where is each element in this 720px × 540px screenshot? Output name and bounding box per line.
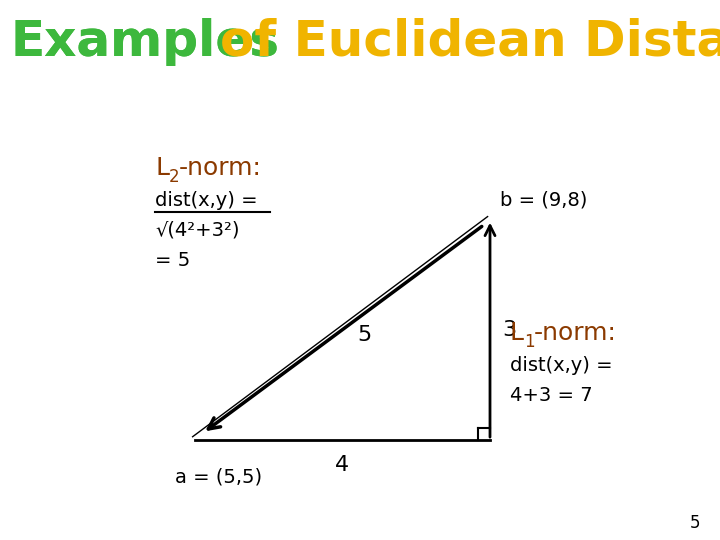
Text: 5: 5 xyxy=(358,325,372,345)
Text: = 5: = 5 xyxy=(155,251,190,270)
Text: Examples: Examples xyxy=(10,18,279,66)
Text: Examples: Examples xyxy=(10,18,279,66)
Text: of Euclidean Distances: of Euclidean Distances xyxy=(220,18,720,66)
Text: Examples of Euclidean Distances: Examples of Euclidean Distances xyxy=(10,18,720,66)
Text: 1: 1 xyxy=(524,333,535,351)
Text: L: L xyxy=(510,321,524,345)
Text: 5: 5 xyxy=(690,514,700,532)
Text: L: L xyxy=(155,156,169,180)
Text: -norm:: -norm: xyxy=(179,156,262,180)
Text: 4: 4 xyxy=(336,455,350,475)
Text: 4+3 = 7: 4+3 = 7 xyxy=(510,386,593,405)
Text: b = (9,8): b = (9,8) xyxy=(500,191,588,210)
Text: dist(x,y) =: dist(x,y) = xyxy=(155,191,258,210)
Text: √(4²+3²): √(4²+3²) xyxy=(155,221,240,240)
Text: 2: 2 xyxy=(169,168,179,186)
Text: dist(x,y) =: dist(x,y) = xyxy=(510,356,613,375)
Text: a = (5,5): a = (5,5) xyxy=(175,468,262,487)
Text: 3: 3 xyxy=(502,320,516,340)
Text: -norm:: -norm: xyxy=(534,321,617,345)
